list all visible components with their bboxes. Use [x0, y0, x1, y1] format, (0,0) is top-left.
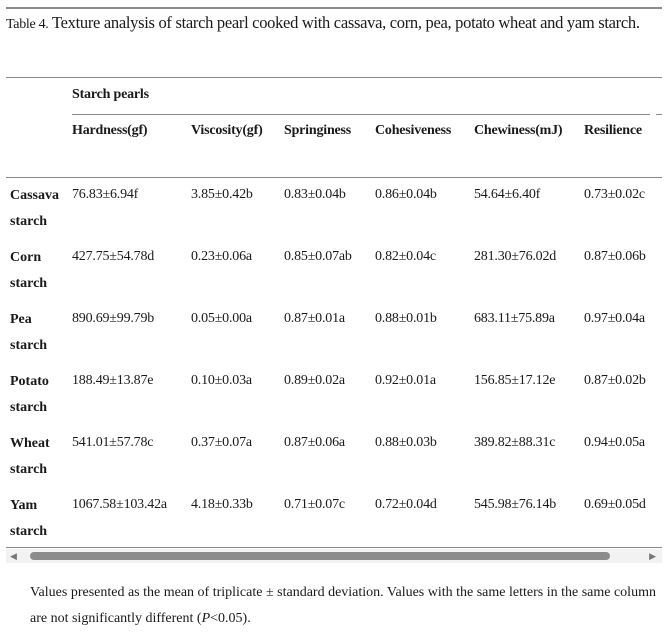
table-cell: 0.87±0.02b: [584, 373, 646, 388]
column-header: Chewiness(mJ): [474, 123, 563, 138]
table-cell: 427.75±54.78d: [72, 249, 155, 264]
horizontal-scrollbar[interactable]: ◀ ▶: [6, 549, 662, 563]
column-header: Cohesiveness: [375, 123, 452, 138]
table-cell: 0.87±0.06a: [284, 435, 345, 450]
table-cell: 0.71±0.07c: [284, 497, 345, 512]
header-top-rule: [6, 77, 662, 78]
group-header-rule-end: [656, 114, 662, 115]
table-cell: 188.49±13.87e: [72, 373, 154, 388]
row-label: starch: [10, 214, 48, 229]
table-cell: 0.87±0.01a: [284, 311, 345, 326]
header-bottom-rule: [6, 177, 662, 178]
table-cell: 0.72±0.04d: [375, 497, 437, 512]
table-cell: 0.83±0.04b: [284, 187, 346, 202]
row-label: starch: [10, 462, 48, 477]
table-cell: 54.64±6.40f: [474, 187, 541, 202]
column-header: Springiness: [284, 123, 352, 138]
table-cell: 0.89±0.02a: [284, 373, 345, 388]
row-label: Potato: [10, 374, 49, 389]
row-label: Wheat: [10, 436, 50, 451]
table-cell: 3.85±0.42b: [191, 187, 253, 202]
column-header: Hardness(gf): [72, 123, 148, 138]
table-footnote: Values presented as the mean of triplica…: [30, 580, 660, 632]
table-cell: 0.23±0.06a: [191, 249, 252, 264]
table-cell: 0.05±0.00a: [191, 311, 252, 326]
table-cell: 0.87±0.06b: [584, 249, 646, 264]
column-header: Viscosity(gf): [191, 123, 263, 138]
table-cell: 76.83±6.94f: [72, 187, 139, 202]
table-cell: 0.85±0.07ab: [284, 249, 352, 264]
table-cell: 0.82±0.04c: [375, 249, 436, 264]
table-cell: 541.01±57.78c: [72, 435, 154, 450]
row-label: Cassava: [10, 188, 60, 203]
caption-text: Texture analysis of starch pearl cooked …: [48, 13, 640, 32]
table-cell: 281.30±76.02d: [474, 249, 557, 264]
column-header: Resilience: [584, 123, 642, 138]
footnote-text-end: <0.05).: [210, 611, 251, 626]
scrollbar-thumb[interactable]: [30, 552, 610, 560]
footnote-p-symbol: P: [201, 611, 211, 626]
table-cell: 0.94±0.05a: [584, 435, 645, 450]
table-cell: 1067.58±103.42a: [72, 497, 167, 512]
table-cell: 890.69±99.79b: [72, 311, 155, 326]
table-cell: 0.97±0.04a: [584, 311, 645, 326]
row-label: Yam: [10, 498, 38, 513]
scroll-right-arrow-icon[interactable]: ▶: [649, 551, 656, 561]
table-cell: 545.98±76.14b: [474, 497, 557, 512]
row-label: Pea: [10, 312, 32, 327]
table-cell: 0.92±0.01a: [375, 373, 436, 388]
table-cell: 0.86±0.04b: [375, 187, 437, 202]
footnote-text: Values presented as the mean of triplica…: [30, 585, 656, 626]
row-label: starch: [10, 276, 48, 291]
table-cell: 0.88±0.03b: [375, 435, 437, 450]
table-caption: Table 4. Texture analysis of starch pear…: [6, 10, 670, 38]
table-cell: 683.11±75.89a: [474, 311, 555, 326]
table-cell: 0.10±0.03a: [191, 373, 252, 388]
table-bottom-rule: [6, 547, 662, 548]
table-cell: 0.69±0.05d: [584, 497, 646, 512]
row-label: Corn: [10, 250, 42, 265]
table-cell: 0.73±0.02c: [584, 187, 645, 202]
group-header-rule: [72, 114, 650, 115]
table-cell: 156.85±17.12e: [474, 373, 556, 388]
row-label: starch: [10, 524, 48, 539]
table-cell: 0.88±0.01b: [375, 311, 437, 326]
table-cell: 4.18±0.33b: [191, 497, 253, 512]
scroll-left-arrow-icon[interactable]: ◀: [10, 551, 17, 561]
table-cell: 0.37±0.07a: [191, 435, 252, 450]
row-label: starch: [10, 338, 48, 353]
row-label: starch: [10, 400, 48, 415]
top-rule: [6, 7, 662, 9]
group-header-starch-pearls: Starch pearls: [72, 87, 149, 102]
table-cell: 389.82±88.31c: [474, 435, 556, 450]
table-label: Table 4.: [6, 17, 49, 32]
